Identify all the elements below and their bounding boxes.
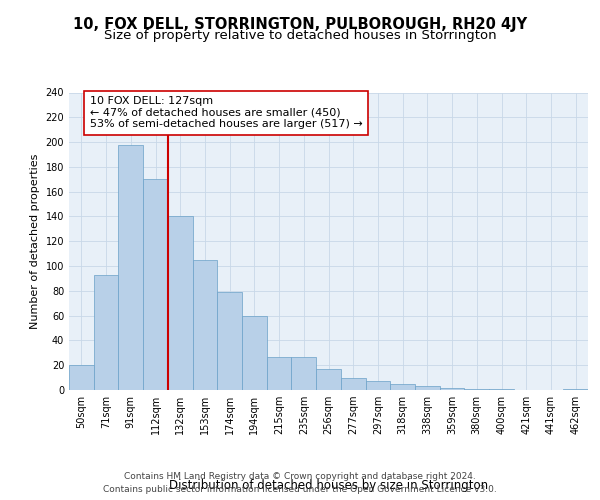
- Y-axis label: Number of detached properties: Number of detached properties: [30, 154, 40, 329]
- Bar: [267, 356, 292, 390]
- Bar: [292, 356, 316, 390]
- Bar: [365, 382, 390, 390]
- Text: Size of property relative to detached houses in Storrington: Size of property relative to detached ho…: [104, 28, 496, 42]
- Bar: [217, 292, 242, 390]
- Bar: [464, 389, 489, 390]
- Bar: [489, 389, 514, 390]
- Bar: [242, 316, 267, 390]
- X-axis label: Distribution of detached houses by size in Storrington: Distribution of detached houses by size …: [169, 479, 488, 492]
- Bar: [143, 180, 168, 390]
- Bar: [440, 388, 464, 390]
- Text: 10, FOX DELL, STORRINGTON, PULBOROUGH, RH20 4JY: 10, FOX DELL, STORRINGTON, PULBOROUGH, R…: [73, 18, 527, 32]
- Bar: [94, 274, 118, 390]
- Bar: [390, 384, 415, 390]
- Bar: [69, 365, 94, 390]
- Bar: [118, 144, 143, 390]
- Bar: [316, 369, 341, 390]
- Bar: [168, 216, 193, 390]
- Text: 10 FOX DELL: 127sqm
← 47% of detached houses are smaller (450)
53% of semi-detac: 10 FOX DELL: 127sqm ← 47% of detached ho…: [90, 96, 363, 130]
- Bar: [563, 389, 588, 390]
- Bar: [193, 260, 217, 390]
- Bar: [341, 378, 365, 390]
- Text: Contains HM Land Registry data © Crown copyright and database right 2024.
Contai: Contains HM Land Registry data © Crown c…: [103, 472, 497, 494]
- Bar: [415, 386, 440, 390]
